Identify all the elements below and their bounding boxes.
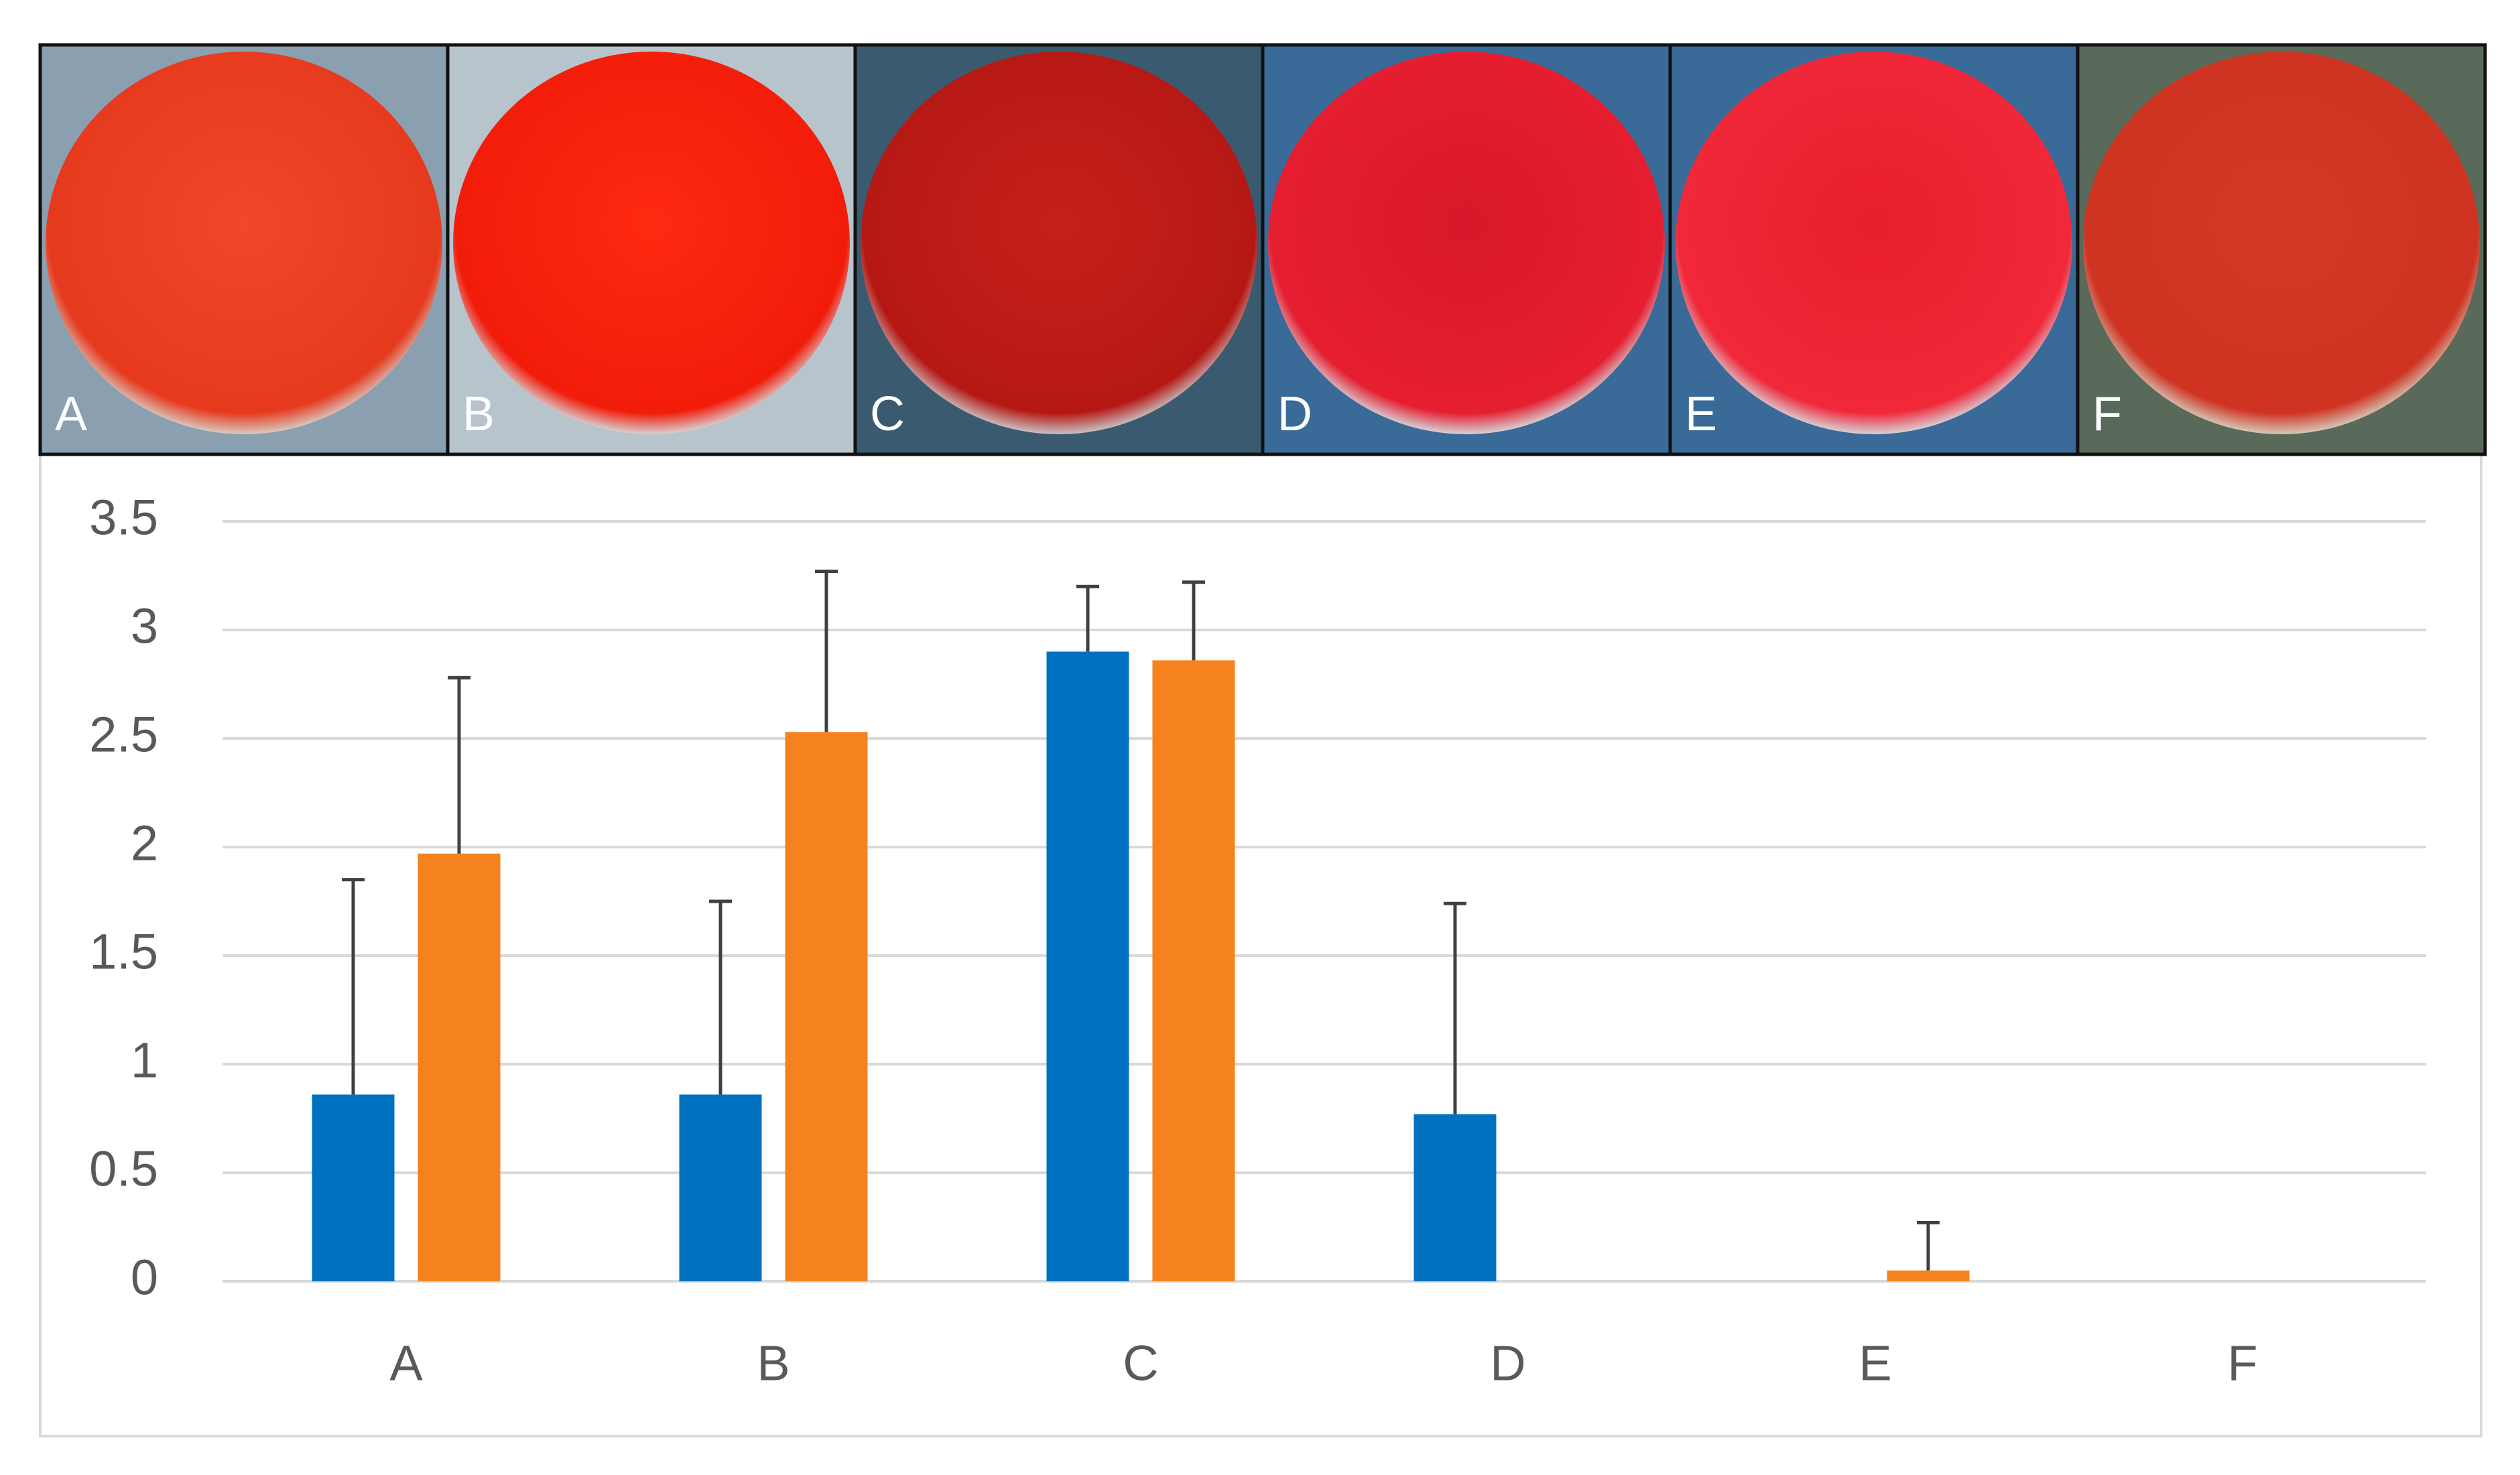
- y-tick-label: 0.5: [89, 1141, 158, 1197]
- panel-label: C: [870, 387, 905, 441]
- panel-label: E: [1685, 387, 1717, 441]
- error-bar: [1182, 580, 1205, 661]
- x-tick-label: A: [389, 1336, 423, 1391]
- panel-label: F: [2092, 387, 2122, 441]
- bar: [1152, 660, 1235, 1281]
- x-tick-label: D: [1490, 1336, 1525, 1391]
- chart-frame: [39, 453, 2482, 1437]
- y-tick-label: 3.5: [89, 490, 158, 546]
- error-bar: [1076, 584, 1099, 652]
- plate: [46, 52, 442, 434]
- bar: [1887, 1270, 1970, 1281]
- y-tick-label: 3: [131, 598, 158, 654]
- error-bar: [709, 899, 732, 1095]
- panel-border: [2076, 43, 2487, 456]
- bar: [418, 853, 501, 1281]
- plate: [1268, 52, 1665, 434]
- error-bar: [815, 570, 838, 732]
- error-bar: [342, 878, 365, 1095]
- panel-label: D: [1277, 387, 1312, 441]
- plate: [861, 52, 1257, 434]
- bar: [785, 732, 868, 1281]
- error-bar: [1444, 901, 1466, 1114]
- y-tick-label: 2: [131, 816, 158, 871]
- plate: [1676, 52, 2072, 434]
- y-tick-label: 0: [131, 1250, 158, 1305]
- error-bar: [448, 676, 470, 854]
- x-tick-label: F: [2227, 1336, 2257, 1391]
- y-tick-label: 1: [131, 1033, 158, 1088]
- y-tick-label: 2.5: [89, 707, 158, 763]
- x-tick-label: C: [1123, 1336, 1158, 1391]
- x-tick-label: B: [757, 1336, 790, 1391]
- panel-label: B: [462, 387, 495, 441]
- plate: [453, 52, 850, 434]
- y-tick-label: 1.5: [89, 924, 158, 980]
- panel-label: A: [55, 387, 87, 441]
- bar: [1413, 1114, 1497, 1281]
- bar: [1046, 651, 1129, 1281]
- x-tick-label: E: [1858, 1336, 1891, 1391]
- error-bar: [1917, 1221, 1940, 1271]
- plate: [2083, 52, 2480, 434]
- bar: [312, 1094, 395, 1281]
- bar: [679, 1094, 762, 1281]
